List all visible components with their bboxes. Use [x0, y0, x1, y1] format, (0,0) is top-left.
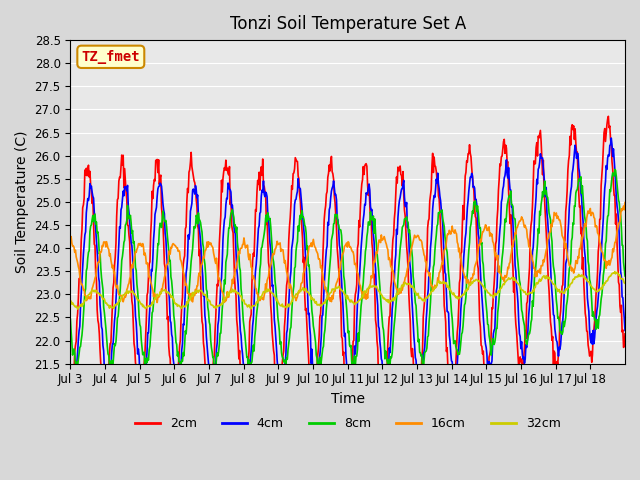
32cm: [611, 269, 619, 275]
16cm: [154, 300, 161, 305]
Line: 2cm: 2cm: [70, 116, 625, 410]
32cm: [234, 290, 242, 296]
4cm: [436, 198, 444, 204]
4cm: [234, 273, 241, 278]
8cm: [436, 209, 444, 215]
16cm: [436, 266, 444, 272]
8cm: [419, 371, 427, 376]
8cm: [261, 226, 269, 231]
4cm: [621, 327, 629, 333]
32cm: [436, 279, 444, 285]
Line: 16cm: 16cm: [70, 203, 625, 302]
Legend: 2cm, 4cm, 8cm, 16cm, 32cm: 2cm, 4cm, 8cm, 16cm, 32cm: [130, 412, 566, 435]
2cm: [261, 188, 269, 194]
2cm: [406, 306, 413, 312]
2cm: [132, 360, 140, 366]
2cm: [605, 113, 612, 119]
Text: TZ_fmet: TZ_fmet: [81, 50, 140, 64]
2cm: [234, 324, 241, 330]
32cm: [406, 281, 413, 287]
16cm: [132, 249, 140, 254]
X-axis label: Time: Time: [331, 392, 365, 406]
16cm: [621, 200, 629, 205]
32cm: [262, 289, 269, 295]
4cm: [278, 391, 286, 396]
8cm: [132, 264, 140, 270]
Line: 4cm: 4cm: [70, 138, 625, 394]
8cm: [611, 167, 619, 172]
2cm: [378, 407, 386, 413]
8cm: [67, 316, 74, 322]
16cm: [67, 236, 74, 242]
8cm: [282, 361, 290, 367]
4cm: [607, 135, 615, 141]
32cm: [67, 299, 74, 304]
4cm: [261, 194, 269, 200]
8cm: [405, 229, 413, 235]
32cm: [132, 294, 140, 300]
4cm: [283, 330, 291, 336]
32cm: [283, 305, 291, 311]
Y-axis label: Soil Temperature (C): Soil Temperature (C): [15, 131, 29, 273]
2cm: [282, 296, 290, 302]
32cm: [74, 306, 81, 312]
2cm: [67, 390, 74, 396]
Title: Tonzi Soil Temperature Set A: Tonzi Soil Temperature Set A: [230, 15, 466, 33]
4cm: [406, 257, 413, 263]
16cm: [262, 281, 269, 287]
Line: 8cm: 8cm: [70, 169, 625, 373]
16cm: [406, 258, 413, 264]
8cm: [621, 273, 629, 279]
4cm: [67, 370, 74, 376]
32cm: [621, 280, 629, 286]
4cm: [132, 313, 140, 319]
16cm: [234, 252, 242, 257]
Line: 32cm: 32cm: [70, 272, 625, 309]
2cm: [621, 331, 629, 337]
16cm: [283, 269, 291, 275]
8cm: [234, 240, 241, 246]
2cm: [436, 225, 444, 230]
